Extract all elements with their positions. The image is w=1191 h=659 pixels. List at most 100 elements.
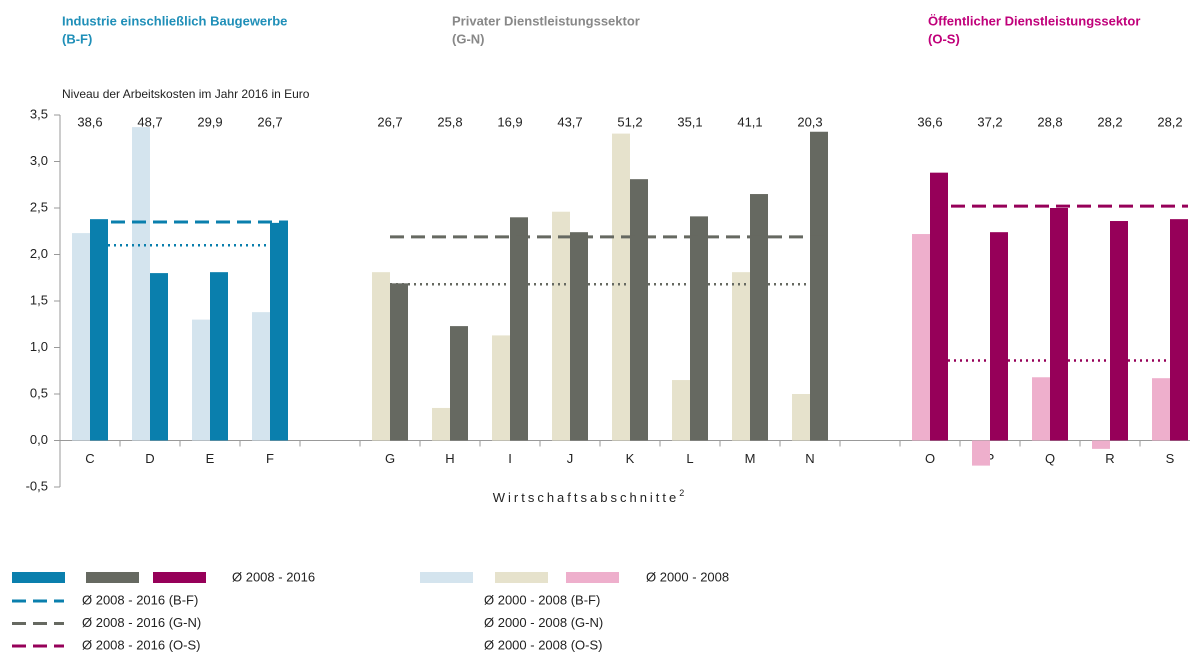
- x-axis-title-text: Wirtschaftsabschnitte: [493, 490, 680, 505]
- level-label: 35,1: [677, 114, 702, 129]
- bar-new: [1170, 219, 1188, 441]
- bar-new: [750, 194, 768, 441]
- level-label: 29,9: [197, 114, 222, 129]
- bar-new: [630, 179, 648, 441]
- bar-new: [1050, 208, 1068, 441]
- level-label: 37,2: [977, 114, 1002, 129]
- level-label: 41,1: [737, 114, 762, 129]
- level-label: 28,8: [1037, 114, 1062, 129]
- group-title: Öffentlicher Dienstleistungssektor: [928, 13, 1140, 28]
- legend-label: Ø 2000 - 2008 (B-F): [484, 592, 600, 607]
- bar-new: [990, 232, 1008, 441]
- y-tick-label: -0,5: [26, 478, 48, 493]
- legend-swatch-new: [153, 572, 206, 583]
- x-tick-label: L: [686, 451, 693, 466]
- level-label: 20,3: [797, 114, 822, 129]
- bar-old: [72, 233, 90, 441]
- bar-new: [570, 232, 588, 441]
- chart-subtitle: Niveau der Arbeitskosten im Jahr 2016 in…: [62, 87, 310, 101]
- y-tick-label: 1,0: [30, 339, 48, 354]
- level-label: 16,9: [497, 114, 522, 129]
- legend-swatch-old: [566, 572, 619, 583]
- bar-old: [612, 133, 630, 441]
- legend-label: Ø 2000 - 2008 (O-S): [484, 637, 603, 652]
- y-tick-label: 0,0: [30, 432, 48, 447]
- y-tick-label: 3,5: [30, 106, 48, 121]
- bar-old: [492, 335, 510, 441]
- level-label: 26,7: [377, 114, 402, 129]
- bar-old: [1152, 378, 1170, 441]
- x-axis-title-note: 2: [679, 488, 687, 498]
- bar-old: [1032, 377, 1050, 441]
- x-tick-label: D: [145, 451, 154, 466]
- group-code: (G-N): [452, 31, 485, 46]
- y-tick-label: 0,5: [30, 385, 48, 400]
- legend-swatch-old: [495, 572, 548, 583]
- level-label: 51,2: [617, 114, 642, 129]
- legend-swatch-new: [86, 572, 139, 583]
- level-label: 43,7: [557, 114, 582, 129]
- level-label: 25,8: [437, 114, 462, 129]
- bar-new: [210, 272, 228, 441]
- x-axis-title: Wirtschaftsabschnitte2: [493, 488, 688, 505]
- level-label: 26,7: [257, 114, 282, 129]
- bar-new: [690, 216, 708, 441]
- legend-label: Ø 2008 - 2016: [232, 569, 315, 584]
- bar-new: [450, 326, 468, 441]
- bar-old: [912, 234, 930, 441]
- legend-label: Ø 2000 - 2008 (G-N): [484, 615, 603, 630]
- bar-new: [930, 172, 948, 441]
- bar-new: [510, 217, 528, 441]
- bar-new: [1110, 221, 1128, 441]
- level-label: 48,7: [137, 114, 162, 129]
- bar-old: [972, 440, 990, 466]
- bar-old: [132, 127, 150, 441]
- bar-old: [732, 272, 750, 441]
- y-tick-label: 2,0: [30, 246, 48, 261]
- bar-old: [432, 407, 450, 441]
- x-tick-label: S: [1166, 451, 1175, 466]
- legend-label: Ø 2008 - 2016 (B-F): [82, 592, 198, 607]
- y-tick-label: 1,5: [30, 292, 48, 307]
- level-label: 28,2: [1097, 114, 1122, 129]
- bar-old: [672, 380, 690, 441]
- group-title: Privater Dienstleistungssektor: [452, 13, 640, 28]
- legend-label: Ø 2008 - 2016 (G-N): [82, 615, 201, 630]
- bar-new: [150, 273, 168, 441]
- level-label: 38,6: [77, 114, 102, 129]
- bar-new: [90, 219, 108, 441]
- bar-old: [552, 211, 570, 441]
- x-tick-label: R: [1105, 451, 1114, 466]
- level-label: 36,6: [917, 114, 942, 129]
- group-code: (B-F): [62, 31, 92, 46]
- bar-old: [792, 394, 810, 441]
- y-tick-label: 3,0: [30, 153, 48, 168]
- legend-swatch-new: [12, 572, 65, 583]
- x-tick-label: Q: [1045, 451, 1055, 466]
- x-tick-label: M: [745, 451, 756, 466]
- x-tick-label: J: [567, 451, 574, 466]
- level-label: 28,2: [1157, 114, 1182, 129]
- x-tick-label: I: [508, 451, 512, 466]
- x-tick-label: O: [925, 451, 935, 466]
- group-title: Industrie einschließlich Baugewerbe: [62, 13, 287, 28]
- x-tick-label: E: [206, 451, 215, 466]
- legend-swatch-old: [420, 572, 473, 583]
- x-tick-label: K: [626, 451, 635, 466]
- y-tick-label: 2,5: [30, 199, 48, 214]
- bar-old: [192, 319, 210, 441]
- group-code: (O-S): [928, 31, 960, 46]
- x-tick-label: H: [445, 451, 454, 466]
- bar-new: [270, 222, 288, 441]
- x-tick-label: N: [805, 451, 814, 466]
- bar-old: [372, 272, 390, 441]
- x-tick-label: C: [85, 451, 94, 466]
- bar-new: [810, 131, 828, 441]
- legend-label: Ø 2000 - 2008: [646, 569, 729, 584]
- bar-old: [1092, 440, 1110, 449]
- bar-new: [390, 283, 408, 441]
- x-tick-label: G: [385, 451, 395, 466]
- bar-old: [252, 312, 270, 441]
- legend-label: Ø 2008 - 2016 (O-S): [82, 637, 201, 652]
- x-tick-label: F: [266, 451, 274, 466]
